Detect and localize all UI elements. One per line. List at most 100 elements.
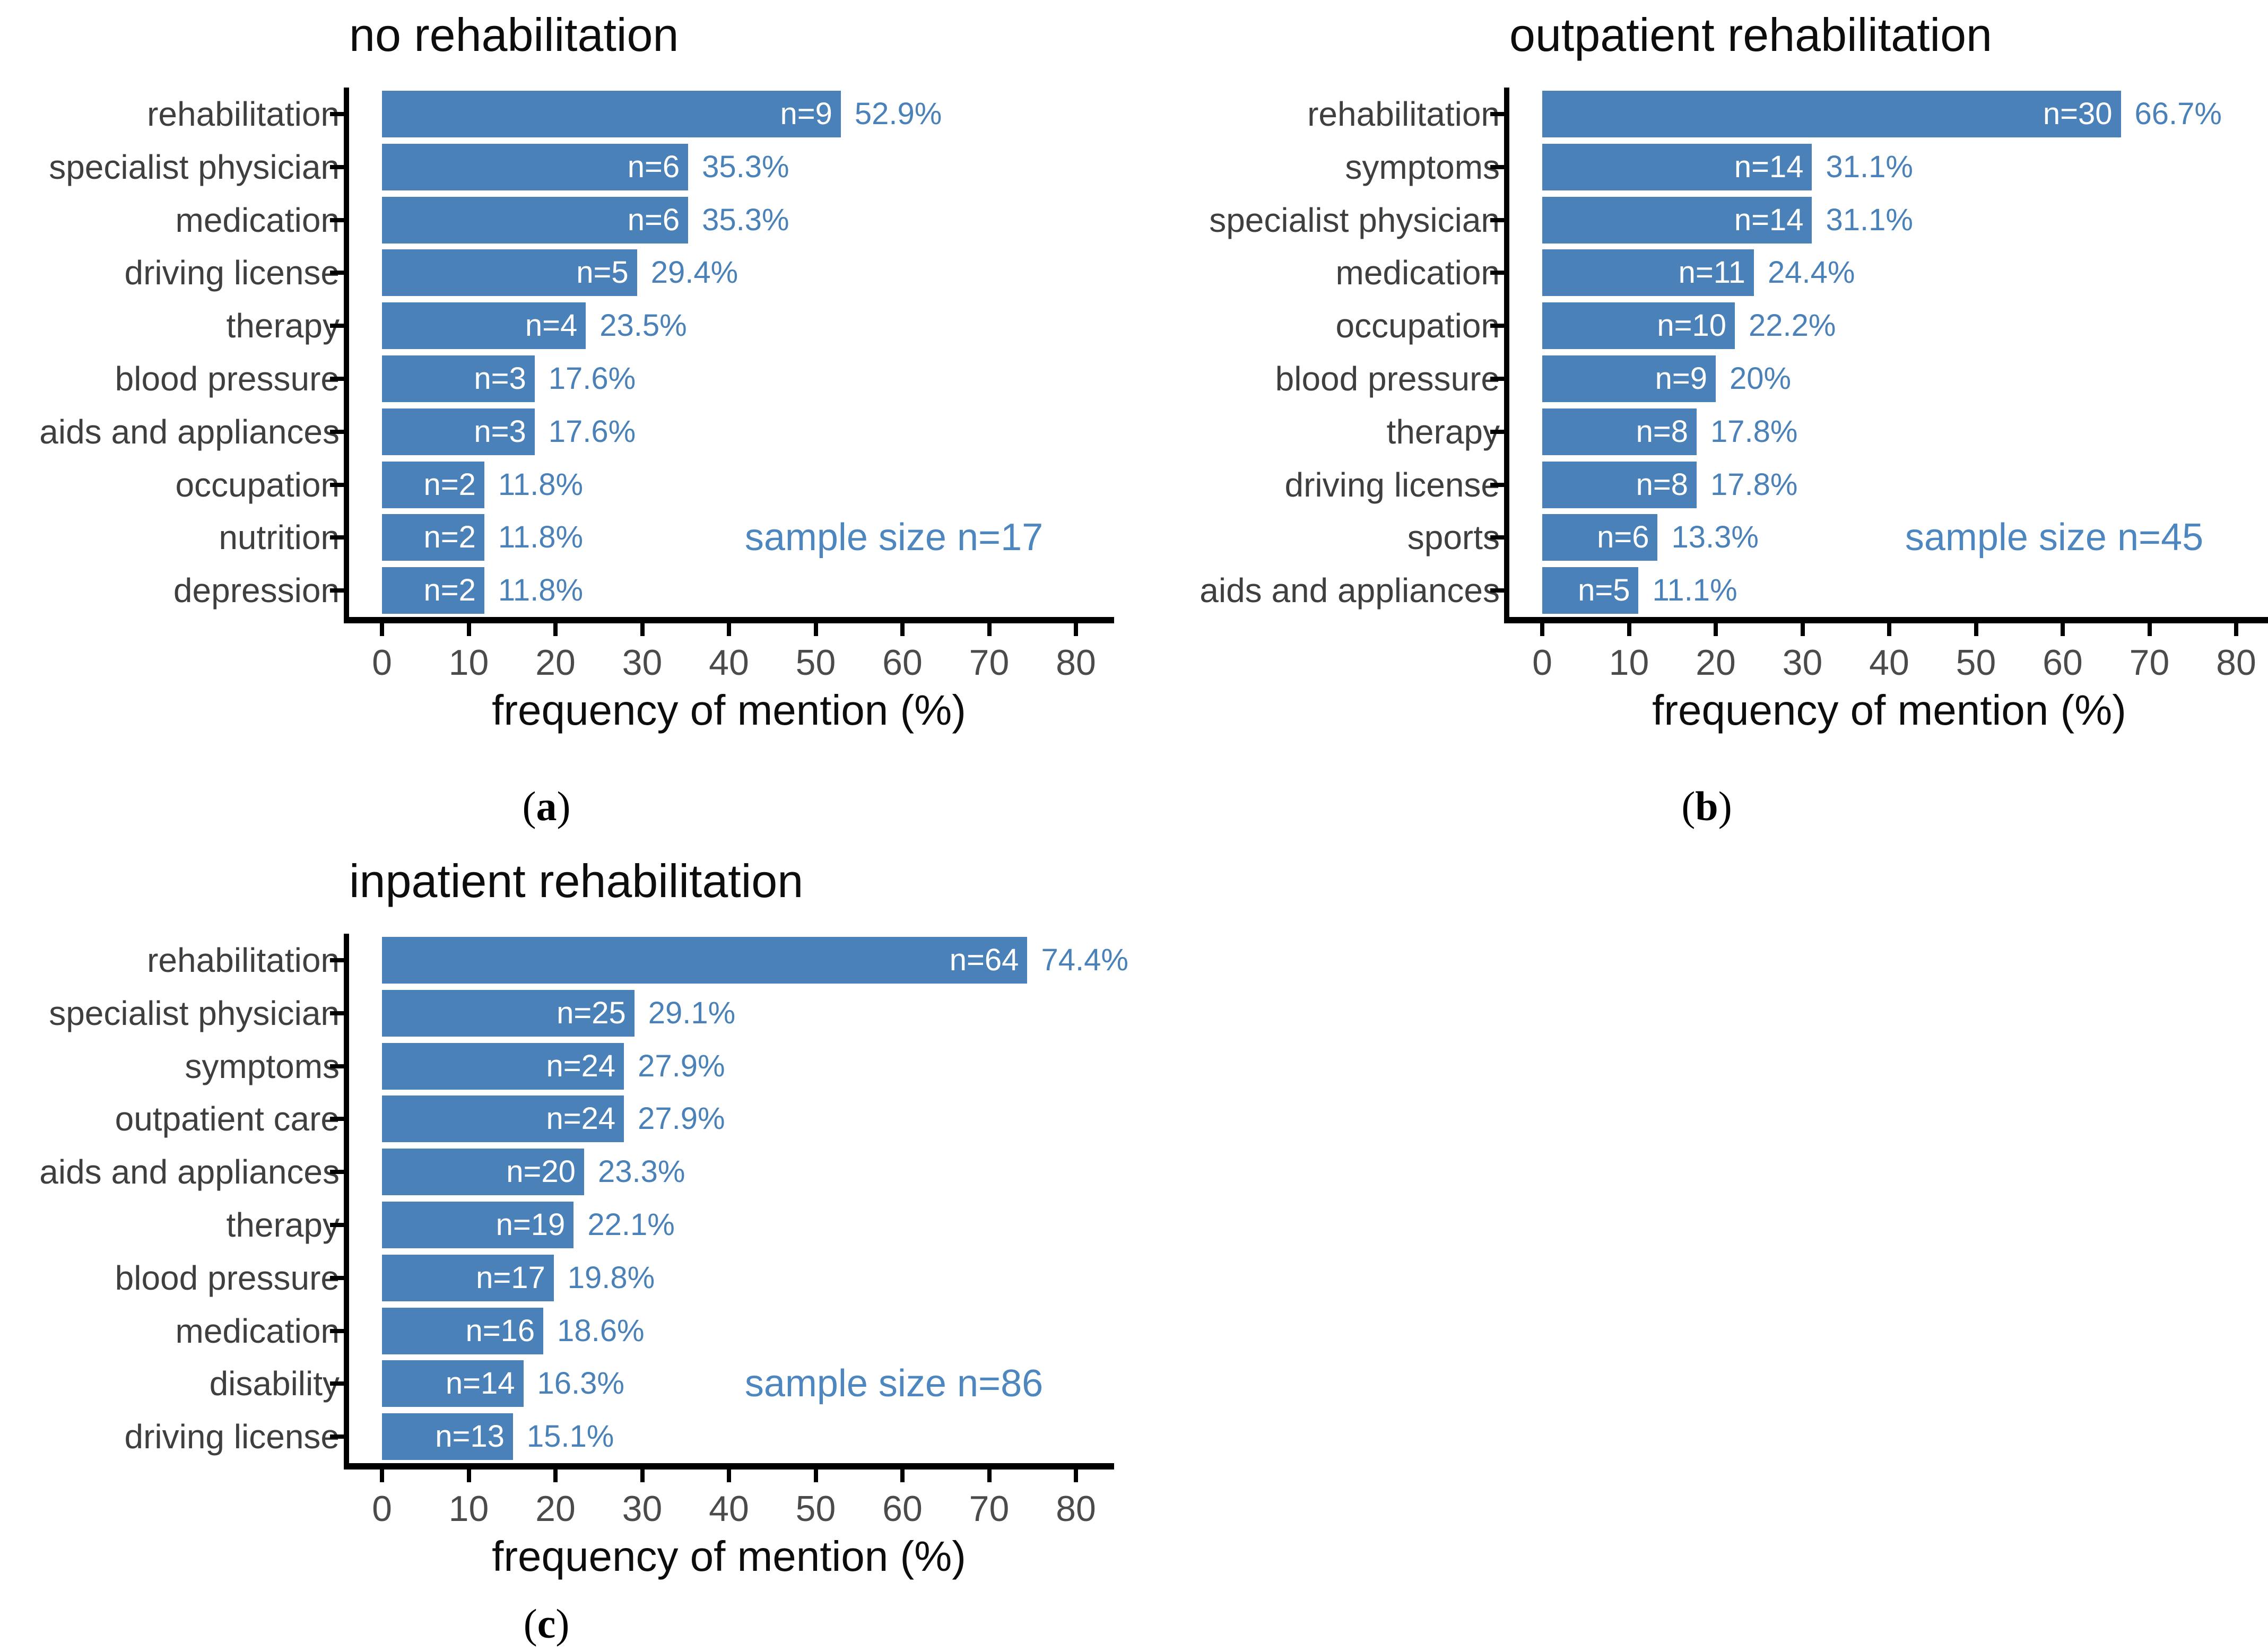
bar-count-label: n=4 xyxy=(525,308,578,343)
x-ticks-container: 0 10 20 30 40 50 60 70 80 xyxy=(349,88,1109,682)
x-axis-tick xyxy=(1074,1470,1078,1482)
x-axis-tick xyxy=(380,1470,384,1482)
bar-pct-label: 27.9% xyxy=(638,1048,725,1083)
x-tick-label: 20 xyxy=(535,1489,576,1529)
bar: n=2 xyxy=(382,514,484,561)
x-tick-label: 80 xyxy=(2216,642,2256,683)
bar-pct-label: 11.1% xyxy=(1652,573,1737,608)
x-axis-title: frequency of mention (%) xyxy=(492,1533,966,1580)
y-axis-tick xyxy=(330,1381,344,1386)
x-axis-tick xyxy=(2147,623,2152,636)
y-axis-tick xyxy=(330,588,344,593)
x-tick-label: 50 xyxy=(795,1489,836,1529)
bar-count-label: n=64 xyxy=(949,942,1019,977)
bar: n=8 xyxy=(1542,461,1697,508)
chart-no-rehabilitation: no rehabilitation rehabilitation n=9 52.9%… xyxy=(0,0,1134,846)
bar-count-label: n=3 xyxy=(474,414,526,449)
y-axis-line xyxy=(344,934,349,1470)
bar-pct-label: 16.3% xyxy=(537,1366,624,1401)
bar: n=14 xyxy=(1542,196,1812,244)
category-label: medication xyxy=(175,1311,340,1350)
sample-size-label: sample size n=86 xyxy=(744,1362,1044,1405)
category-label: symptoms xyxy=(1345,147,1500,186)
y-axis-tick xyxy=(330,429,344,434)
x-tick-label: 60 xyxy=(882,642,923,683)
bar-pct-label: 19.8% xyxy=(567,1260,655,1295)
bar-pct-label: 11.8% xyxy=(498,467,584,502)
bar: n=64 xyxy=(382,936,1028,984)
plot-panel: rehabilitation n=64 74.4% specialist physic… xyxy=(39,934,1128,1528)
x-axis-line xyxy=(344,617,1114,623)
category-label: blood pressure xyxy=(1275,359,1500,398)
category-label: symptoms xyxy=(185,1047,340,1085)
bar-count-label: n=2 xyxy=(423,520,476,555)
chart-outpatient-rehabilitation: outpatient rehabilitation rehabilitation… xyxy=(1160,0,2268,846)
x-axis-tick xyxy=(466,623,471,636)
x-tick-label: 70 xyxy=(2129,642,2170,683)
bar-count-label: n=2 xyxy=(423,467,476,502)
bar: n=14 xyxy=(1542,143,1812,190)
bars-container: rehabilitation n=64 74.4% specialist physic… xyxy=(39,934,1128,1463)
category-label: rehabilitation xyxy=(147,941,340,979)
x-tick-label: 10 xyxy=(448,642,489,683)
y-axis-tick xyxy=(1490,429,1504,434)
bar-pct-label: 52.9% xyxy=(854,96,942,131)
y-axis-tick xyxy=(330,376,344,381)
bar-count-label: n=14 xyxy=(1734,202,1804,237)
bar-count-label: n=6 xyxy=(627,202,680,237)
category-label: blood pressure xyxy=(115,1258,340,1297)
bar-count-label: n=25 xyxy=(557,995,626,1030)
bar-count-label: n=9 xyxy=(780,96,832,131)
bar-pct-label: 66.7% xyxy=(2134,96,2222,131)
bar: n=13 xyxy=(382,1413,513,1460)
x-axis-title: frequency of mention (%) xyxy=(1652,686,2126,734)
y-axis-tick xyxy=(1490,218,1504,222)
bar-pct-label: 22.1% xyxy=(587,1207,675,1242)
x-tick-label: 70 xyxy=(969,1489,1010,1529)
category-label: driving license xyxy=(124,1418,340,1456)
x-tick-label: 10 xyxy=(1609,642,1649,683)
bar: n=9 xyxy=(1542,355,1716,402)
category-label: specialist physician xyxy=(1209,201,1500,239)
x-axis-tick xyxy=(1800,623,1805,636)
x-ticks-container: 0 10 20 30 40 50 60 70 80 xyxy=(1509,88,2268,682)
bar-count-label: n=5 xyxy=(1578,573,1630,608)
x-tick-label: 50 xyxy=(795,642,836,683)
y-axis-tick xyxy=(330,1434,344,1439)
y-axis-tick xyxy=(1490,111,1504,116)
category-label: occupation xyxy=(175,465,340,504)
category-label: driving license xyxy=(1284,465,1500,504)
bar-count-label: n=20 xyxy=(506,1154,576,1189)
bar-count-label: n=5 xyxy=(576,255,629,290)
bar-count-label: n=24 xyxy=(546,1101,616,1136)
x-tick-label: 20 xyxy=(1696,642,1736,683)
bar-pct-label: 27.9% xyxy=(638,1101,725,1136)
x-axis-tick xyxy=(813,1470,818,1482)
x-tick-label: 60 xyxy=(2043,642,2083,683)
category-label: medication xyxy=(175,201,340,239)
bar-pct-label: 74.4% xyxy=(1041,942,1128,977)
x-axis-tick xyxy=(1887,623,1891,636)
bar: n=14 xyxy=(382,1360,524,1407)
bar-count-label: n=13 xyxy=(435,1419,505,1454)
bar: n=6 xyxy=(382,143,689,190)
y-axis-tick xyxy=(1490,535,1504,540)
category-label: therapy xyxy=(226,1205,340,1244)
sample-size-label: sample size n=45 xyxy=(1905,516,2204,559)
category-label: aids and appliances xyxy=(39,412,340,451)
bar-count-label: n=30 xyxy=(2043,96,2113,131)
x-axis-tick xyxy=(1974,623,1978,636)
bar-pct-label: 35.3% xyxy=(702,149,789,184)
y-axis-tick xyxy=(1490,324,1504,328)
bar: n=5 xyxy=(1542,567,1639,614)
bar-pct-label: 22.2% xyxy=(1748,308,1836,343)
bar-count-label: n=24 xyxy=(546,1048,616,1083)
x-axis-tick xyxy=(727,1470,731,1482)
x-tick-label: 0 xyxy=(1532,642,1552,683)
y-axis-tick xyxy=(1490,482,1504,487)
category-label: aids and appliances xyxy=(1200,571,1500,610)
bar-count-label: n=8 xyxy=(1636,467,1689,502)
bar-count-label: n=11 xyxy=(1678,255,1745,290)
x-axis-tick xyxy=(640,1470,645,1482)
